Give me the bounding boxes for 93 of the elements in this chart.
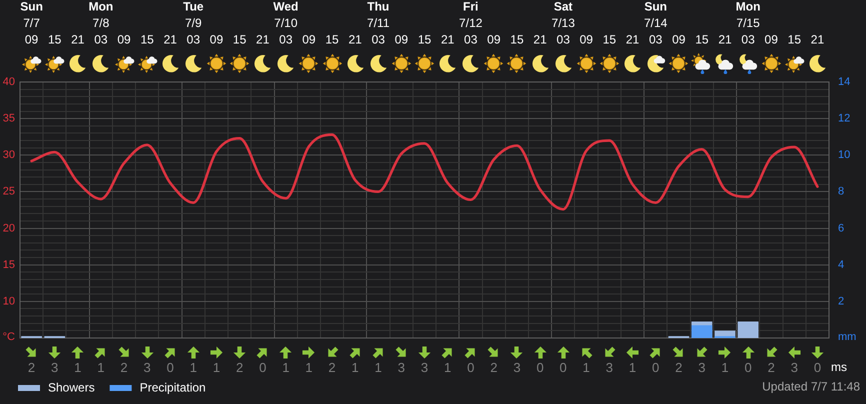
x-tick-label: 15 [510,32,524,46]
data-label: 1 [97,360,105,375]
x-tick-label: Sat 7/13 03 [552,0,576,46]
y2-tick-label: 8 [838,186,844,198]
data-label: 2 [28,360,36,375]
y2-axis-title: mm [838,331,856,344]
line-series [30,133,819,211]
x-tick-label: Mon 7/15 03 [736,0,760,46]
x-tick-label: Tue 7/9 03 [183,0,204,46]
data-label: 1 [352,360,359,375]
data-label: 1 [212,360,220,375]
data-label: 2 [675,360,682,375]
data-label: 1 [721,360,729,375]
y2-tick-label: 10 [838,149,850,162]
data-label: 3 [420,360,428,375]
x-tick-label: 09 [210,32,224,46]
x-tick-label: 15 [48,32,62,46]
x-tick-label: 15 [325,32,340,46]
x-tick-label: Sun 7/14 03 [644,0,668,46]
data-label: 2 [328,360,336,375]
bar [691,325,712,338]
x-tick-label: 15 [788,32,802,46]
x-tick-label: 21 [164,32,178,46]
data-label: 3 [698,360,706,375]
x-tick-label: 21 [810,32,824,46]
data-label: 0 [652,360,660,375]
data-label: 3 [398,360,405,375]
y-axis-title: °C [2,331,16,344]
data-label: 0 [467,360,474,375]
x-tick-label: 09 [394,32,408,46]
x-tick-label: 09 [764,32,778,46]
x-tick-label: 15 [695,32,709,46]
y2-tick-label: 2 [838,295,844,308]
data-label: 2 [768,360,775,375]
data-label: 0 [560,360,567,375]
x-tick-label: 09 [672,32,686,46]
x-tick-label: 21 [533,32,548,46]
data-label: 3 [606,360,614,375]
bar [738,322,758,338]
data-label: 0 [536,360,544,375]
text: ms [831,360,847,374]
x-tick-label: 09 [487,32,501,46]
y-tick-label: 15 [2,258,15,271]
data-label: 1 [74,360,82,375]
x-tick-label: 09 [302,32,316,46]
data-label: 0 [259,360,266,375]
x-tick-label: Sun 7/7 09 [20,0,43,46]
y-tick-label: 30 [2,149,15,162]
data-label: 1 [582,360,590,375]
x-tick-label: 21 [71,32,85,46]
y2-tick-label: 12 [838,112,850,125]
data-label: 1 [374,360,382,375]
legend-label: Showers [48,380,95,394]
x-tick-label: 15 [602,32,616,46]
x-tick-label: 15 [140,32,154,46]
x-tick-label: 21 [626,32,640,46]
data-label: 3 [513,360,521,375]
data-label: 0 [814,360,822,375]
data-label: 0 [166,360,174,375]
data-label: 3 [51,360,58,375]
x-tick-label: 09 [117,32,132,46]
data-label: 2 [236,360,244,375]
y-tick-label: 10 [2,295,15,308]
data-label: 2 [120,360,128,375]
data-label: 2 [490,360,498,375]
x-tick-label: Thu 7/11 03 [367,0,390,46]
data-label: 1 [444,360,452,375]
data-label: 3 [790,360,798,375]
text: Updated 7/7 11:48 [762,379,860,394]
data-label: 3 [144,360,151,375]
y2-tick-label: 6 [838,222,844,234]
y-tick-label: 40 [2,76,15,88]
data-label: 1 [190,360,197,375]
y2-tick-label: 14 [838,76,850,88]
y-tick-label: 25 [2,186,15,198]
x-tick-label: 21 [348,32,362,46]
x-tick-label: Mon 7/8 03 [88,0,114,46]
legend-label: Precipitation [140,380,206,394]
x-tick-label: Wed 7/10 03 [273,0,298,46]
x-tick-label: 21 [256,32,270,46]
y-tick-label: 35 [2,112,15,125]
x-tick-label: 15 [232,32,247,46]
data-label: 1 [305,360,313,375]
x-tick-label: 21 [718,32,732,46]
x-tick-label: 21 [440,32,455,46]
x-tick-label: Fri 7/12 03 [459,0,483,46]
data-label: 1 [628,360,636,375]
y2-tick-label: 4 [838,258,844,271]
x-tick-label: 09 [580,32,594,46]
data-label: 1 [282,360,290,375]
data-label: 0 [744,360,752,375]
y-tick-label: 20 [2,222,15,234]
x-tick-label: 15 [418,32,432,46]
